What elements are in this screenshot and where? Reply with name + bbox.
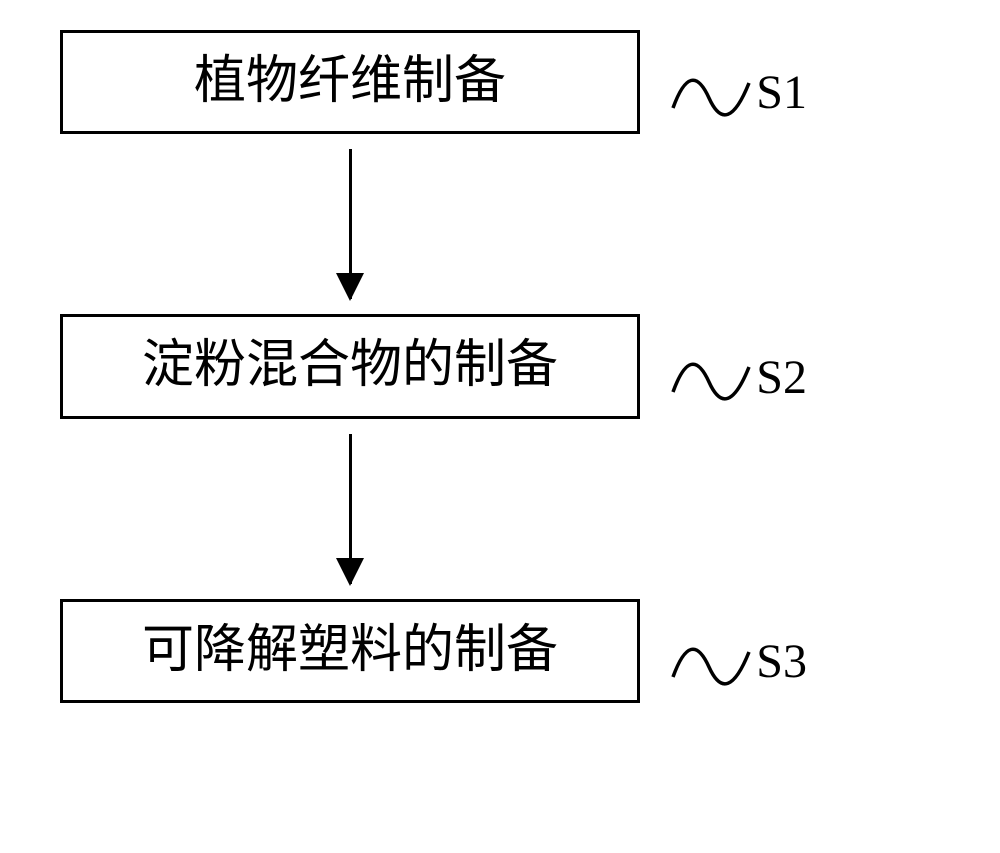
step-label-group-s1: S1: [671, 48, 807, 138]
step-label-s1: S1: [756, 64, 807, 122]
node-s3: 可降解塑料的制备 S3: [60, 599, 640, 703]
node-s1-label: 植物纤维制备: [194, 53, 506, 110]
node-s2: 淀粉混合物的制备 S2: [60, 314, 640, 418]
wave-connector-icon: [671, 617, 751, 707]
step-label-s2: S2: [756, 349, 807, 407]
node-s1: 植物纤维制备 S1: [60, 30, 640, 134]
arrow-down-icon: [349, 434, 352, 584]
step-label-group-s3: S3: [671, 617, 807, 707]
node-s3-label: 可降解塑料的制备: [142, 622, 558, 679]
wave-connector-icon: [671, 332, 751, 422]
arrow-s2-s3: [60, 419, 640, 599]
node-s2-label: 淀粉混合物的制备: [142, 337, 558, 394]
step-label-group-s2: S2: [671, 332, 807, 422]
step-label-s3: S3: [756, 633, 807, 691]
arrow-down-icon: [349, 149, 352, 299]
wave-connector-icon: [671, 48, 751, 138]
flowchart-container: 植物纤维制备 S1 淀粉混合物的制备 S2 可降解塑料的制备 S3: [60, 30, 940, 703]
arrow-s1-s2: [60, 134, 640, 314]
